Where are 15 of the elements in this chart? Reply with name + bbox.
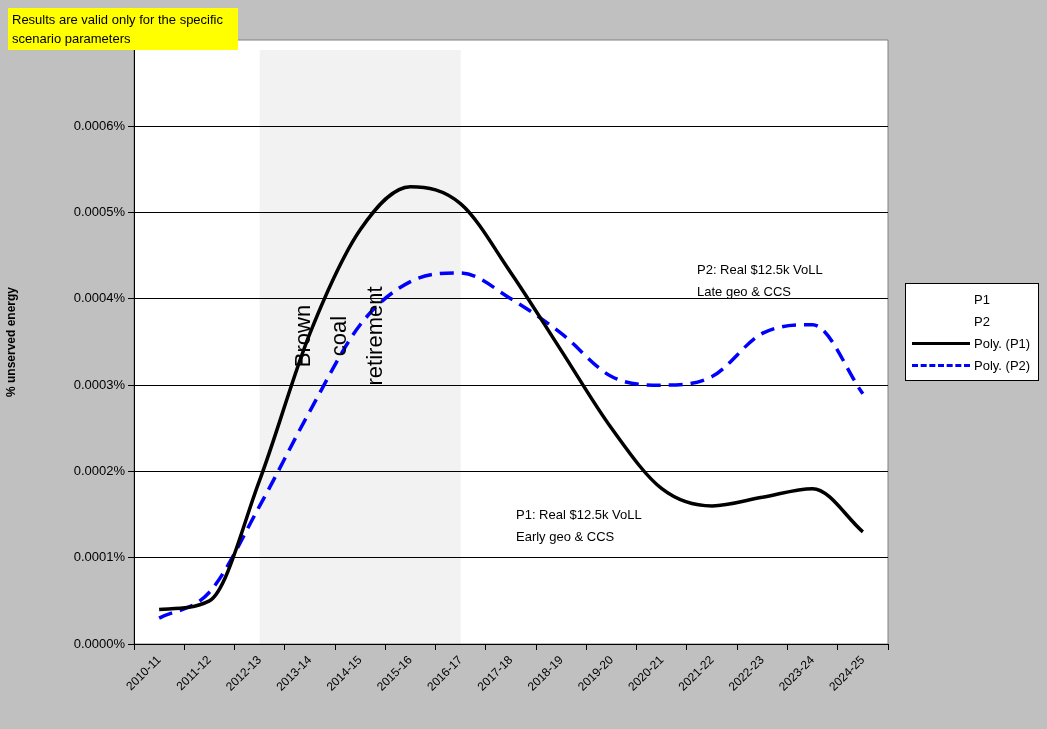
y-tick-label: 0.0002% [73, 463, 126, 479]
legend-label: Poly. (P2) [974, 357, 1031, 373]
y-tick-label: 0.0001% [73, 549, 126, 565]
y-tick-label: 0.0006% [73, 117, 126, 133]
annotation: P1: Real $12.5k VoLL Early geo & CCS [516, 506, 642, 546]
annotation: Results are valid only for the specific scenario parameters [8, 8, 238, 50]
y-tick-label: 0.0005% [73, 204, 126, 220]
y-tick-label: 0.0004% [73, 290, 126, 306]
legend-label: Poly. (P1) [974, 335, 1031, 351]
y-tick-label: 0.0000% [73, 635, 126, 651]
annotation: P2: Real $12.5k VoLL Late geo & CCS [697, 261, 823, 301]
y-axis-title: % unserved energy [3, 286, 18, 398]
text: P1 [974, 291, 990, 307]
y-tick-label: 0.0003% [73, 376, 126, 392]
text: P2 [974, 313, 990, 329]
